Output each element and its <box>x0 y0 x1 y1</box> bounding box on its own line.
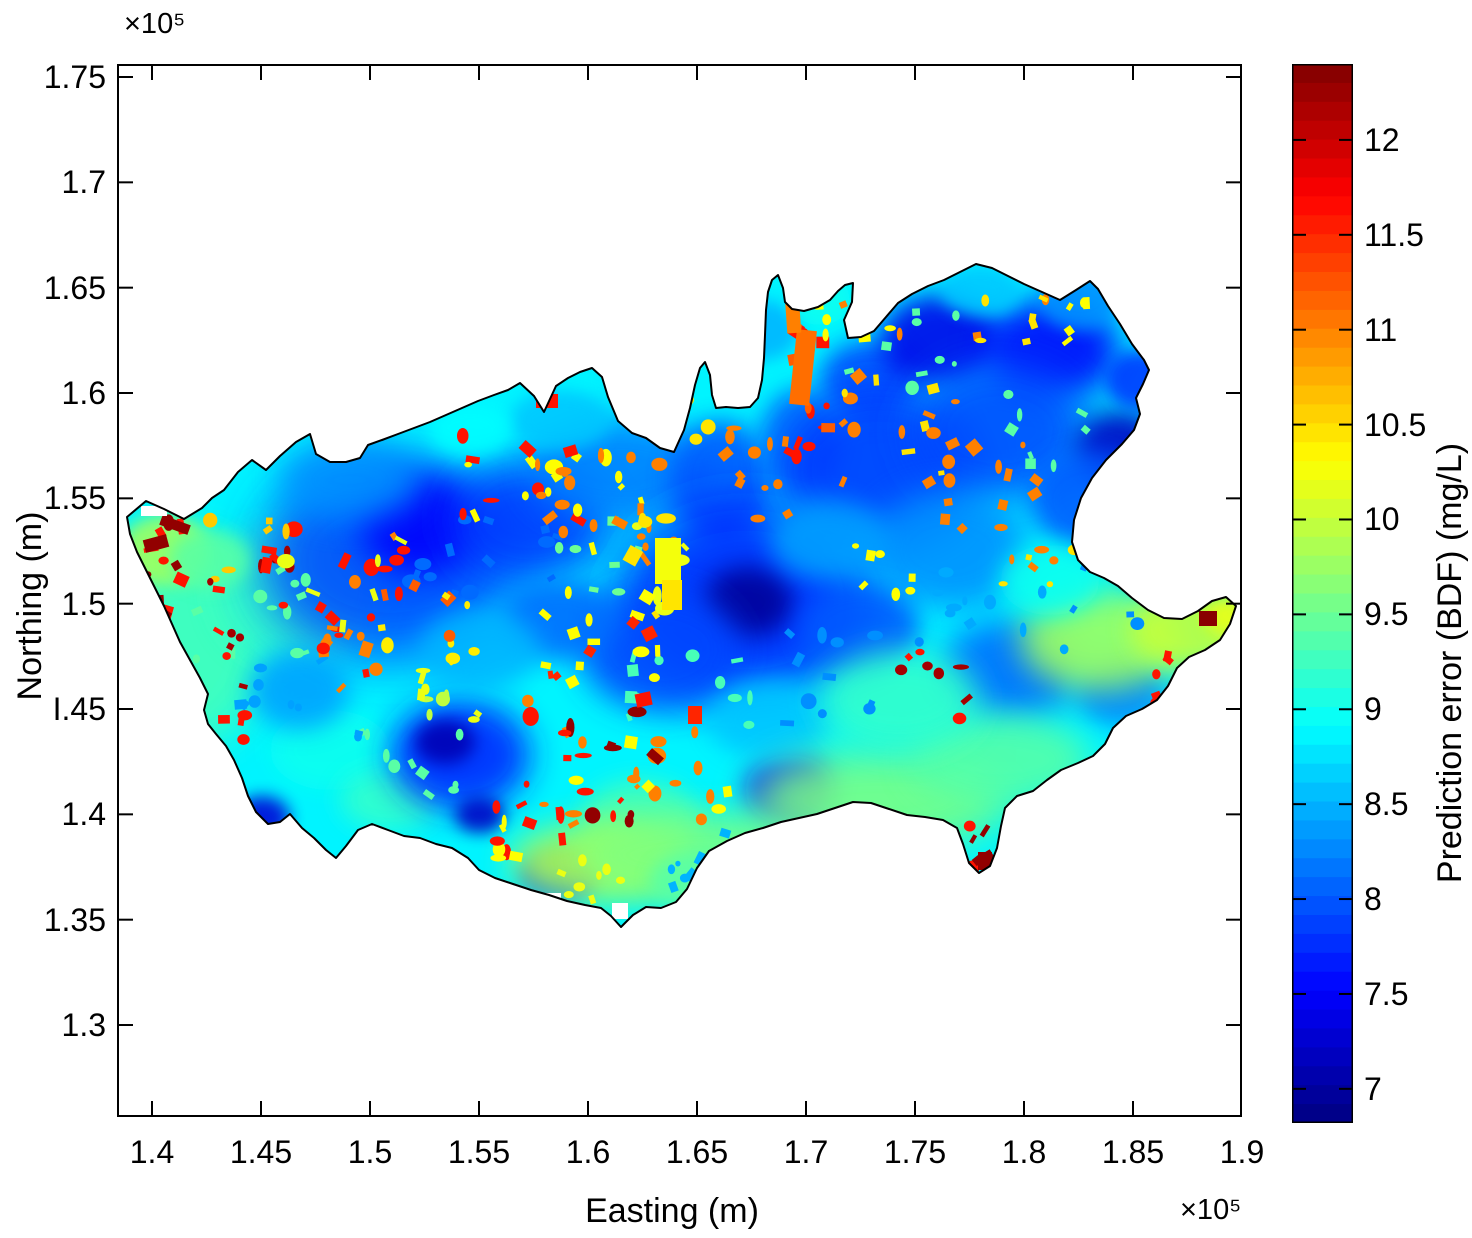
colorbar-tick-label: 7 <box>1364 1070 1382 1107</box>
x-tick-label: 1.75 <box>883 1134 947 1170</box>
y-tick-label: 1.35 <box>43 901 106 938</box>
x-tick-label: 1.8 <box>1001 1134 1047 1170</box>
x-tick-label: 1.4 <box>129 1134 175 1170</box>
x-tick-label: 1.55 <box>447 1134 511 1170</box>
colorbar-tick-label: 12 <box>1364 121 1400 158</box>
colorbar-label: Prediction error (BDF) (mg/L) <box>1431 442 1469 884</box>
x-tick-label: 1.7 <box>783 1134 829 1170</box>
x-axis-label: Easting (m) <box>585 1192 759 1230</box>
colorbar-tick-label: 10 <box>1364 501 1400 538</box>
colorbar-tick-label: 10.5 <box>1364 406 1427 443</box>
x-axis-multiplier: ×10⁵ <box>1180 1194 1242 1226</box>
y-tick-label: 1.3 <box>61 1007 106 1043</box>
colorbar-tick-label: 9.5 <box>1364 596 1409 633</box>
x-tick-label: 1.9 <box>1219 1134 1265 1170</box>
x-tick-label: 1.45 <box>229 1134 293 1170</box>
y-tick-label: I.45 <box>52 691 106 727</box>
heatmap-plot <box>117 64 1242 1117</box>
colorbar-tick-label: 8.5 <box>1364 786 1409 823</box>
y-tick-label: 1.5 <box>61 585 106 622</box>
colorbar-tick-label: 11 <box>1364 311 1398 348</box>
y-tick-label: 1.4 <box>61 796 106 833</box>
y-axis-multiplier: ×10⁵ <box>124 8 186 40</box>
colorbar-tick-label: 7.5 <box>1364 975 1409 1012</box>
x-tick-label: 1.65 <box>665 1134 729 1170</box>
y-tick-label: 1.65 <box>43 269 106 306</box>
x-tick-label: 1.5 <box>347 1134 393 1170</box>
y-tick-label: 1.7 <box>61 164 106 201</box>
y-tick-label: 1.55 <box>43 480 106 517</box>
x-tick-label: 1.85 <box>1101 1134 1165 1170</box>
colorbar-tick-label: 8 <box>1364 881 1382 918</box>
x-tick-label: 1.6 <box>565 1134 611 1170</box>
y-tick-label: 1.75 <box>43 59 106 95</box>
colorbar-tick-label: 11.5 <box>1364 216 1424 253</box>
colorbar <box>1292 64 1353 1123</box>
colorbar-tick-label: 9 <box>1364 691 1382 728</box>
y-tick-label: 1.6 <box>61 375 106 411</box>
